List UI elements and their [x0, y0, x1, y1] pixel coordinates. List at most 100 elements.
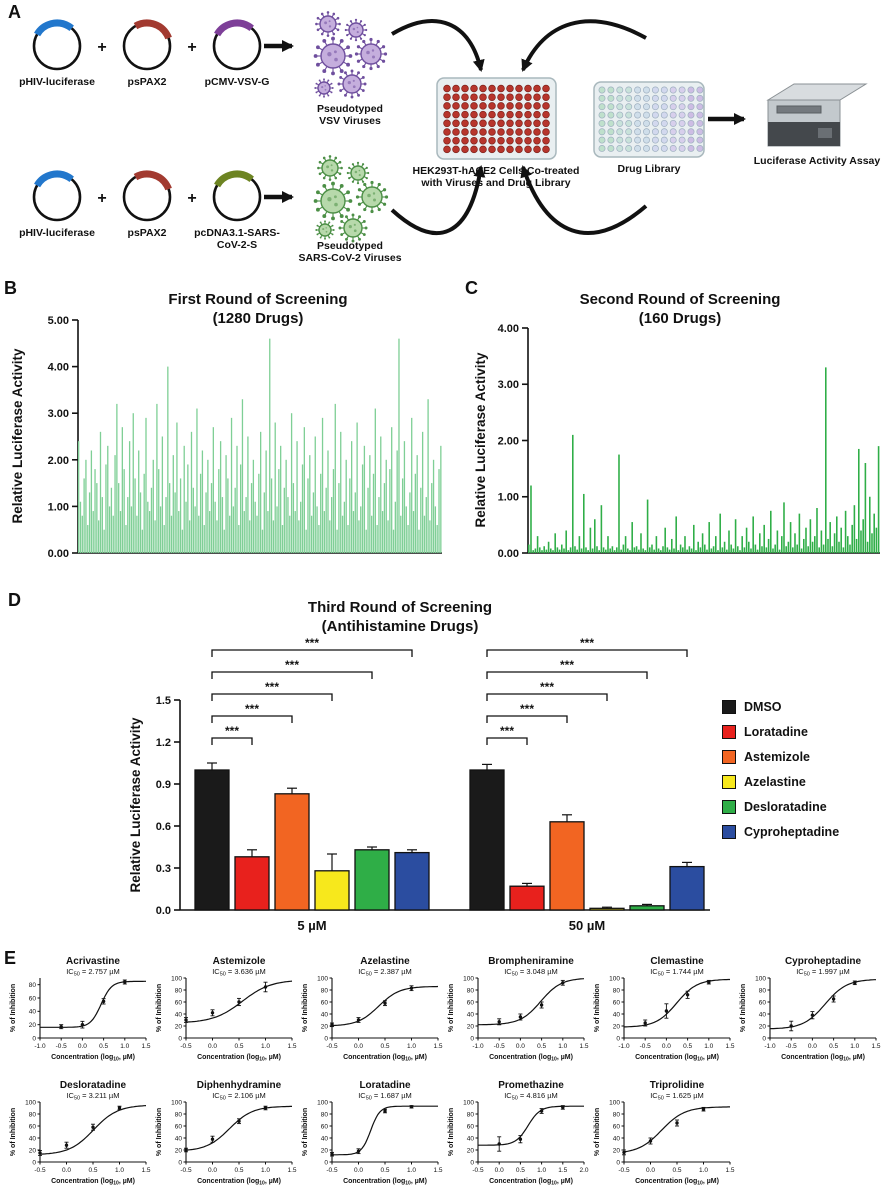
data-point	[237, 1000, 241, 1004]
data-point	[59, 1024, 63, 1029]
svg-text:-0.5: -0.5	[618, 1167, 630, 1174]
svg-text:3.00: 3.00	[48, 408, 69, 420]
panel-d-label: D	[8, 590, 21, 610]
chart-d-title: Third Round of Screening	[308, 599, 492, 616]
fit-curve	[478, 1105, 584, 1146]
svg-text:40: 40	[467, 1135, 475, 1142]
svg-text:1.5: 1.5	[558, 1167, 567, 1174]
svg-text:1.0: 1.0	[558, 1043, 567, 1050]
machine-slot	[776, 105, 822, 114]
svg-text:0.0: 0.0	[516, 1043, 525, 1050]
svg-text:1.0: 1.0	[699, 1167, 708, 1174]
svg-text:0: 0	[762, 1035, 766, 1042]
data-point	[853, 981, 857, 985]
svg-text:-1.0: -1.0	[764, 1043, 776, 1050]
data-point	[383, 1109, 387, 1113]
svg-text:100: 100	[609, 1099, 620, 1106]
plot-ic50: IC50 = 2.387 µM	[358, 967, 412, 978]
legend-swatch-dmso	[722, 700, 736, 714]
svg-text:40: 40	[613, 1011, 621, 1018]
svg-text:60: 60	[29, 1123, 37, 1130]
curved-arrow-icon	[520, 165, 648, 235]
svg-text:80: 80	[175, 1111, 183, 1118]
plasmid-insert-arc	[210, 170, 264, 224]
panel-e-label: E	[4, 948, 17, 968]
fit-curve	[624, 978, 730, 1028]
svg-text:60: 60	[759, 999, 767, 1006]
svg-text:***: ***	[500, 724, 514, 738]
plot-ylabel: % of Inhibition	[740, 984, 747, 1032]
plot-xlabel: Concentration (log10, µM)	[343, 1054, 427, 1062]
plot-xlabel: Concentration (log10, µM)	[635, 1054, 719, 1062]
data-point	[664, 1009, 669, 1013]
svg-text:60: 60	[321, 1123, 329, 1130]
plot-ic50: IC50 = 4.816 µM	[504, 1091, 558, 1102]
svg-text:1.00: 1.00	[48, 501, 69, 513]
svg-text:***: ***	[520, 702, 534, 716]
plot-ic50: IC50 = 1.687 µM	[358, 1091, 412, 1102]
svg-text:-1.0: -1.0	[618, 1043, 630, 1050]
plasmid-label: pCMV-VSV-G	[205, 76, 270, 88]
svg-text:-0.5: -0.5	[640, 1043, 652, 1050]
data-point	[383, 1001, 387, 1005]
data-point	[561, 1105, 565, 1110]
svg-text:4.00: 4.00	[48, 362, 69, 374]
svg-text:-0.5: -0.5	[56, 1043, 68, 1050]
plus-sign: +	[187, 39, 196, 56]
plot-title: Triprolidine	[650, 1080, 705, 1091]
svg-text:-1.0: -1.0	[472, 1043, 484, 1050]
svg-text:-0.5: -0.5	[180, 1043, 192, 1050]
svg-text:0: 0	[324, 1035, 328, 1042]
data-point	[685, 993, 690, 997]
svg-text:100: 100	[755, 975, 766, 982]
svg-text:20: 20	[467, 1023, 475, 1030]
svg-text:1.0: 1.0	[261, 1167, 270, 1174]
plot-xlabel: Concentration (log10, µM)	[489, 1054, 573, 1062]
panel-c-chart: C Second Round of Screening (160 Drugs) …	[465, 278, 880, 560]
panel-d-chart: D Third Round of Screening (Antihistamin…	[8, 590, 710, 933]
svg-text:-0.5: -0.5	[472, 1167, 484, 1174]
plasmid-label: pHIV-luciferase	[19, 227, 95, 239]
group-label-50um: 50 µM	[569, 918, 605, 933]
svg-text:60: 60	[467, 999, 475, 1006]
svg-text:0.5: 0.5	[516, 1167, 525, 1174]
svg-text:40: 40	[29, 1009, 37, 1016]
svg-text:1.5: 1.5	[725, 1043, 734, 1050]
svg-text:1.0: 1.0	[850, 1043, 859, 1050]
svg-text:40: 40	[175, 1135, 183, 1142]
svg-text:0: 0	[32, 1035, 36, 1042]
svg-text:0: 0	[32, 1159, 36, 1166]
svg-text:0.0: 0.0	[62, 1167, 71, 1174]
svg-text:100: 100	[171, 1099, 182, 1106]
assay-label: Luciferase Activity Assay	[754, 155, 881, 167]
svg-text:20: 20	[29, 1022, 37, 1029]
svg-text:80: 80	[467, 987, 475, 994]
cells-plate: HEK293T-hACE2 Cells Co-treated with Viru…	[413, 77, 579, 189]
svg-text:1.0: 1.0	[407, 1043, 416, 1050]
svg-text:100: 100	[609, 975, 620, 982]
svg-text:0.0: 0.0	[156, 905, 171, 917]
vsv-virus-cluster	[313, 11, 388, 99]
svg-text:0.9: 0.9	[156, 779, 171, 791]
data-point	[831, 997, 836, 1001]
svg-text:-0.5: -0.5	[326, 1043, 338, 1050]
fit-curve	[769, 979, 876, 1030]
svg-text:40: 40	[613, 1135, 621, 1142]
svg-text:100: 100	[317, 1099, 328, 1106]
plasmid-pcmv-vsv-g: pCMV-VSV-G	[205, 19, 270, 88]
plot-title: Loratadine	[359, 1080, 411, 1091]
plot-title: Diphenhydramine	[197, 1080, 282, 1091]
legend-label: DMSO	[744, 700, 782, 714]
panel-b-chart: B First Round of Screening (1280 Drugs) …	[4, 278, 442, 560]
svg-text:1.00: 1.00	[498, 492, 519, 504]
svg-text:0: 0	[616, 1159, 620, 1166]
svg-text:1.0: 1.0	[537, 1167, 546, 1174]
panel-a-schematic: A pHIV-luciferase + psPAX2 + pCMV-VSV-G …	[8, 2, 881, 264]
chart-b-ylabel: Relative Luciferase Activity	[10, 348, 25, 524]
